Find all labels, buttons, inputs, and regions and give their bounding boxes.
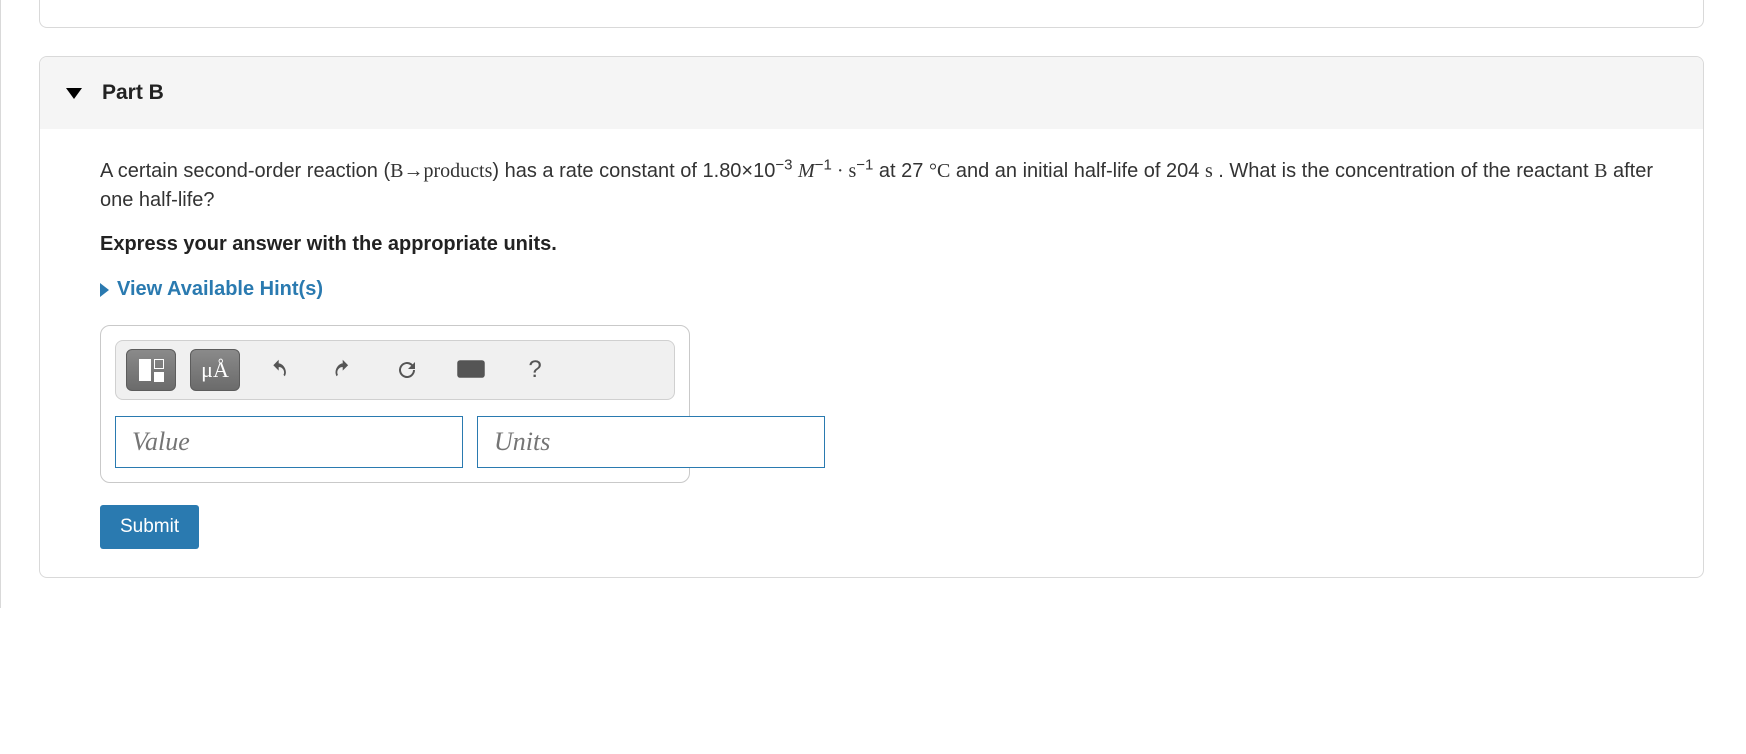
page-container: Part B A certain second-order reaction (… [0,0,1746,608]
q-deg: ° [929,160,937,182]
reset-button[interactable] [382,349,432,391]
units-input[interactable] [477,416,825,468]
q-reaction-rhs: products [424,160,493,182]
view-hints-button[interactable]: View Available Hint(s) [100,278,1663,301]
q-unit-m: M [798,160,815,182]
part-header[interactable]: Part B [40,57,1703,129]
q-s: s [1205,160,1213,182]
undo-button[interactable] [254,349,304,391]
q-unit-m-exp: −1 [815,156,832,173]
value-input[interactable] [115,416,463,468]
q-arrow: → [404,160,424,182]
template-picker-button[interactable] [126,349,176,391]
keyboard-button[interactable] [446,349,496,391]
q-mid2: at 27 [873,160,929,182]
previous-part-bottom [39,0,1704,28]
q-b2: B [1594,160,1607,182]
reset-icon [395,358,419,382]
special-chars-button[interactable]: μÅ [190,349,240,391]
redo-icon [331,358,355,382]
redo-button[interactable] [318,349,368,391]
q-mid3: and an initial half-life of 204 [950,160,1205,182]
fraction-icon [139,359,164,382]
keyboard-icon [457,360,485,380]
q-unit-s-exp: −1 [856,156,873,173]
instruction-text: Express your answer with the appropriate… [100,233,1663,256]
undo-icon [267,358,291,382]
q-c: C [937,160,950,182]
part-body: A certain second-order reaction (B→produ… [40,129,1703,577]
submit-button[interactable]: Submit [100,505,199,549]
help-button[interactable]: ? [510,349,560,391]
hints-label: View Available Hint(s) [117,278,323,301]
part-title: Part B [102,81,164,105]
question-text: A certain second-order reaction (B→produ… [100,157,1663,215]
part-b-panel: Part B A certain second-order reaction (… [39,56,1704,578]
q-mid4: . What is the concentration of the react… [1213,160,1594,182]
chevron-right-icon [100,283,109,297]
q-exp1: −3 [775,156,792,173]
answer-box: μÅ [100,325,690,483]
q-reaction-lhs: B [390,160,403,182]
collapse-icon [66,88,82,99]
q-mid1: ) has a rate constant of 1.80×10 [492,160,775,182]
inputs-row [115,416,675,468]
help-icon: ? [528,356,541,384]
mu-a-icon: μÅ [201,357,229,383]
equation-toolbar: μÅ [115,340,675,400]
q-prefix: A certain second-order reaction ( [100,160,390,182]
q-dot: · s [832,160,856,182]
